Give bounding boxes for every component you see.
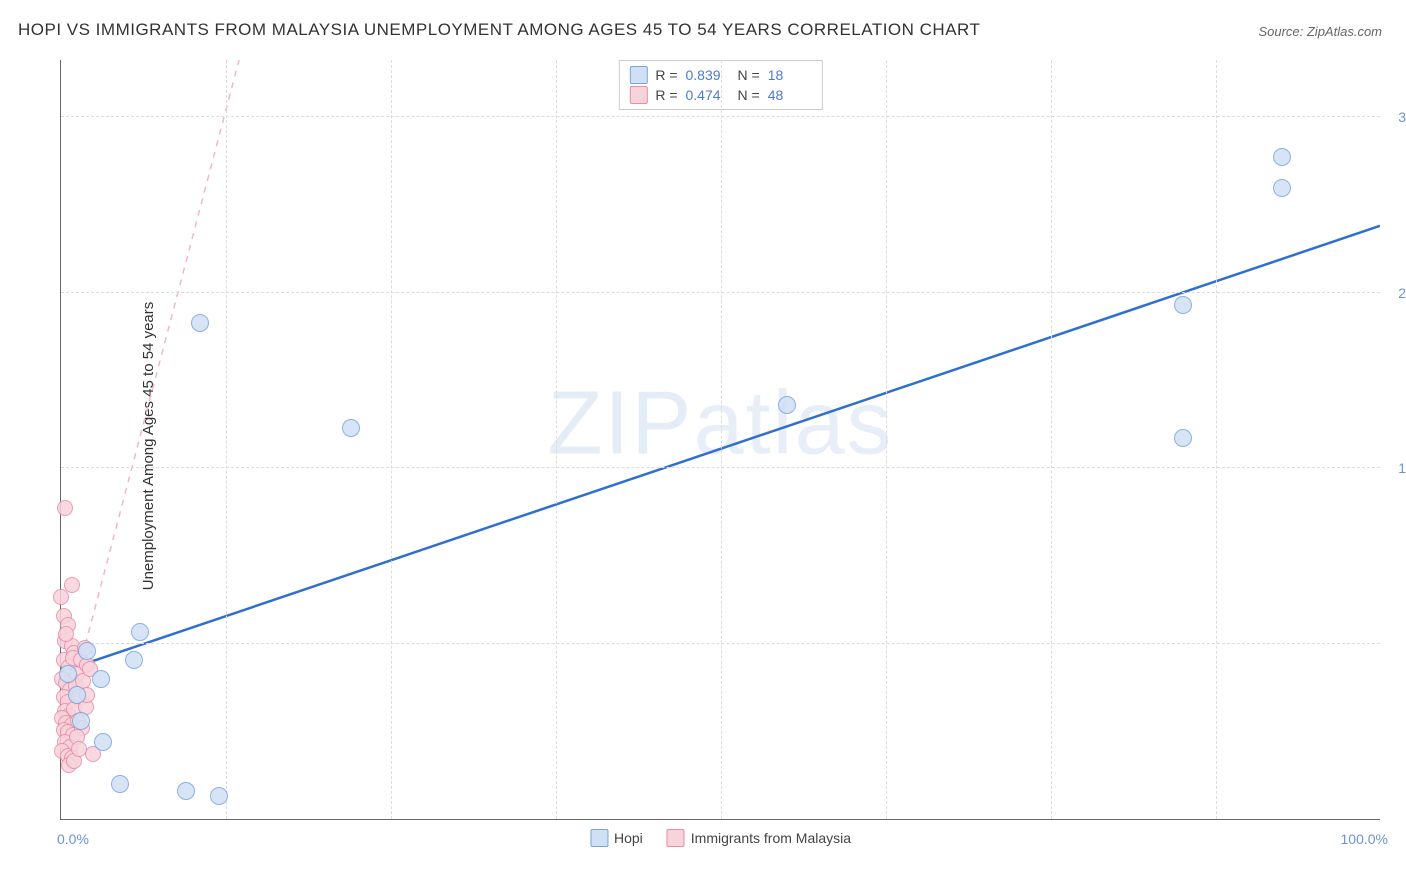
data-point <box>111 775 129 793</box>
gridline-v <box>226 60 227 819</box>
data-point <box>78 642 96 660</box>
x-tick-label: 100.0% <box>1341 831 1388 847</box>
data-point <box>71 741 87 757</box>
data-point <box>191 314 209 332</box>
y-tick-label: 15.0% <box>1398 460 1406 476</box>
legend-item-0: Hopi <box>590 829 643 847</box>
bottom-legend: Hopi Immigrants from Malaysia <box>590 829 851 847</box>
y-tick-label: 22.5% <box>1398 285 1406 301</box>
data-point <box>125 651 143 669</box>
data-point <box>210 787 228 805</box>
data-point <box>1273 148 1291 166</box>
data-point <box>68 686 86 704</box>
data-point <box>59 665 77 683</box>
swatch-malaysia <box>629 86 647 104</box>
data-point <box>177 782 195 800</box>
legend-label-1: Immigrants from Malaysia <box>691 830 851 846</box>
r-label: R = <box>655 87 677 103</box>
data-point <box>94 733 112 751</box>
chart-container: HOPI VS IMMIGRANTS FROM MALAYSIA UNEMPLO… <box>0 0 1406 892</box>
data-point <box>92 670 110 688</box>
r-label: R = <box>655 67 677 83</box>
n-value-1: 48 <box>768 87 812 103</box>
data-point <box>778 396 796 414</box>
data-point <box>72 712 90 730</box>
n-label: N = <box>738 87 760 103</box>
r-value-0: 0.839 <box>686 67 730 83</box>
data-point <box>1273 179 1291 197</box>
legend-item-1: Immigrants from Malaysia <box>667 829 851 847</box>
gridline-v <box>1051 60 1052 819</box>
source-attribution: Source: ZipAtlas.com <box>1258 24 1382 39</box>
data-point <box>57 500 73 516</box>
swatch-hopi <box>629 66 647 84</box>
data-point <box>342 419 360 437</box>
chart-title: HOPI VS IMMIGRANTS FROM MALAYSIA UNEMPLO… <box>18 20 980 40</box>
data-point <box>131 623 149 641</box>
watermark-b: atlas <box>693 374 893 474</box>
n-label: N = <box>738 67 760 83</box>
n-value-0: 18 <box>768 67 812 83</box>
watermark-a: ZIP <box>547 374 693 474</box>
legend-swatch-hopi <box>590 829 608 847</box>
gridline-v <box>886 60 887 819</box>
legend-swatch-malaysia <box>667 829 685 847</box>
gridline-v <box>721 60 722 819</box>
gridline-v <box>556 60 557 819</box>
data-point <box>64 577 80 593</box>
data-point <box>1174 296 1192 314</box>
x-tick-label: 0.0% <box>57 831 89 847</box>
plot-area: ZIPatlas R = 0.839 N = 18 R = 0.474 N = … <box>60 60 1380 820</box>
y-tick-label: 30.0% <box>1398 109 1406 125</box>
r-value-1: 0.474 <box>686 87 730 103</box>
data-point <box>58 626 74 642</box>
legend-label-0: Hopi <box>614 830 643 846</box>
gridline-v <box>1216 60 1217 819</box>
data-point <box>1174 429 1192 447</box>
gridline-v <box>391 60 392 819</box>
